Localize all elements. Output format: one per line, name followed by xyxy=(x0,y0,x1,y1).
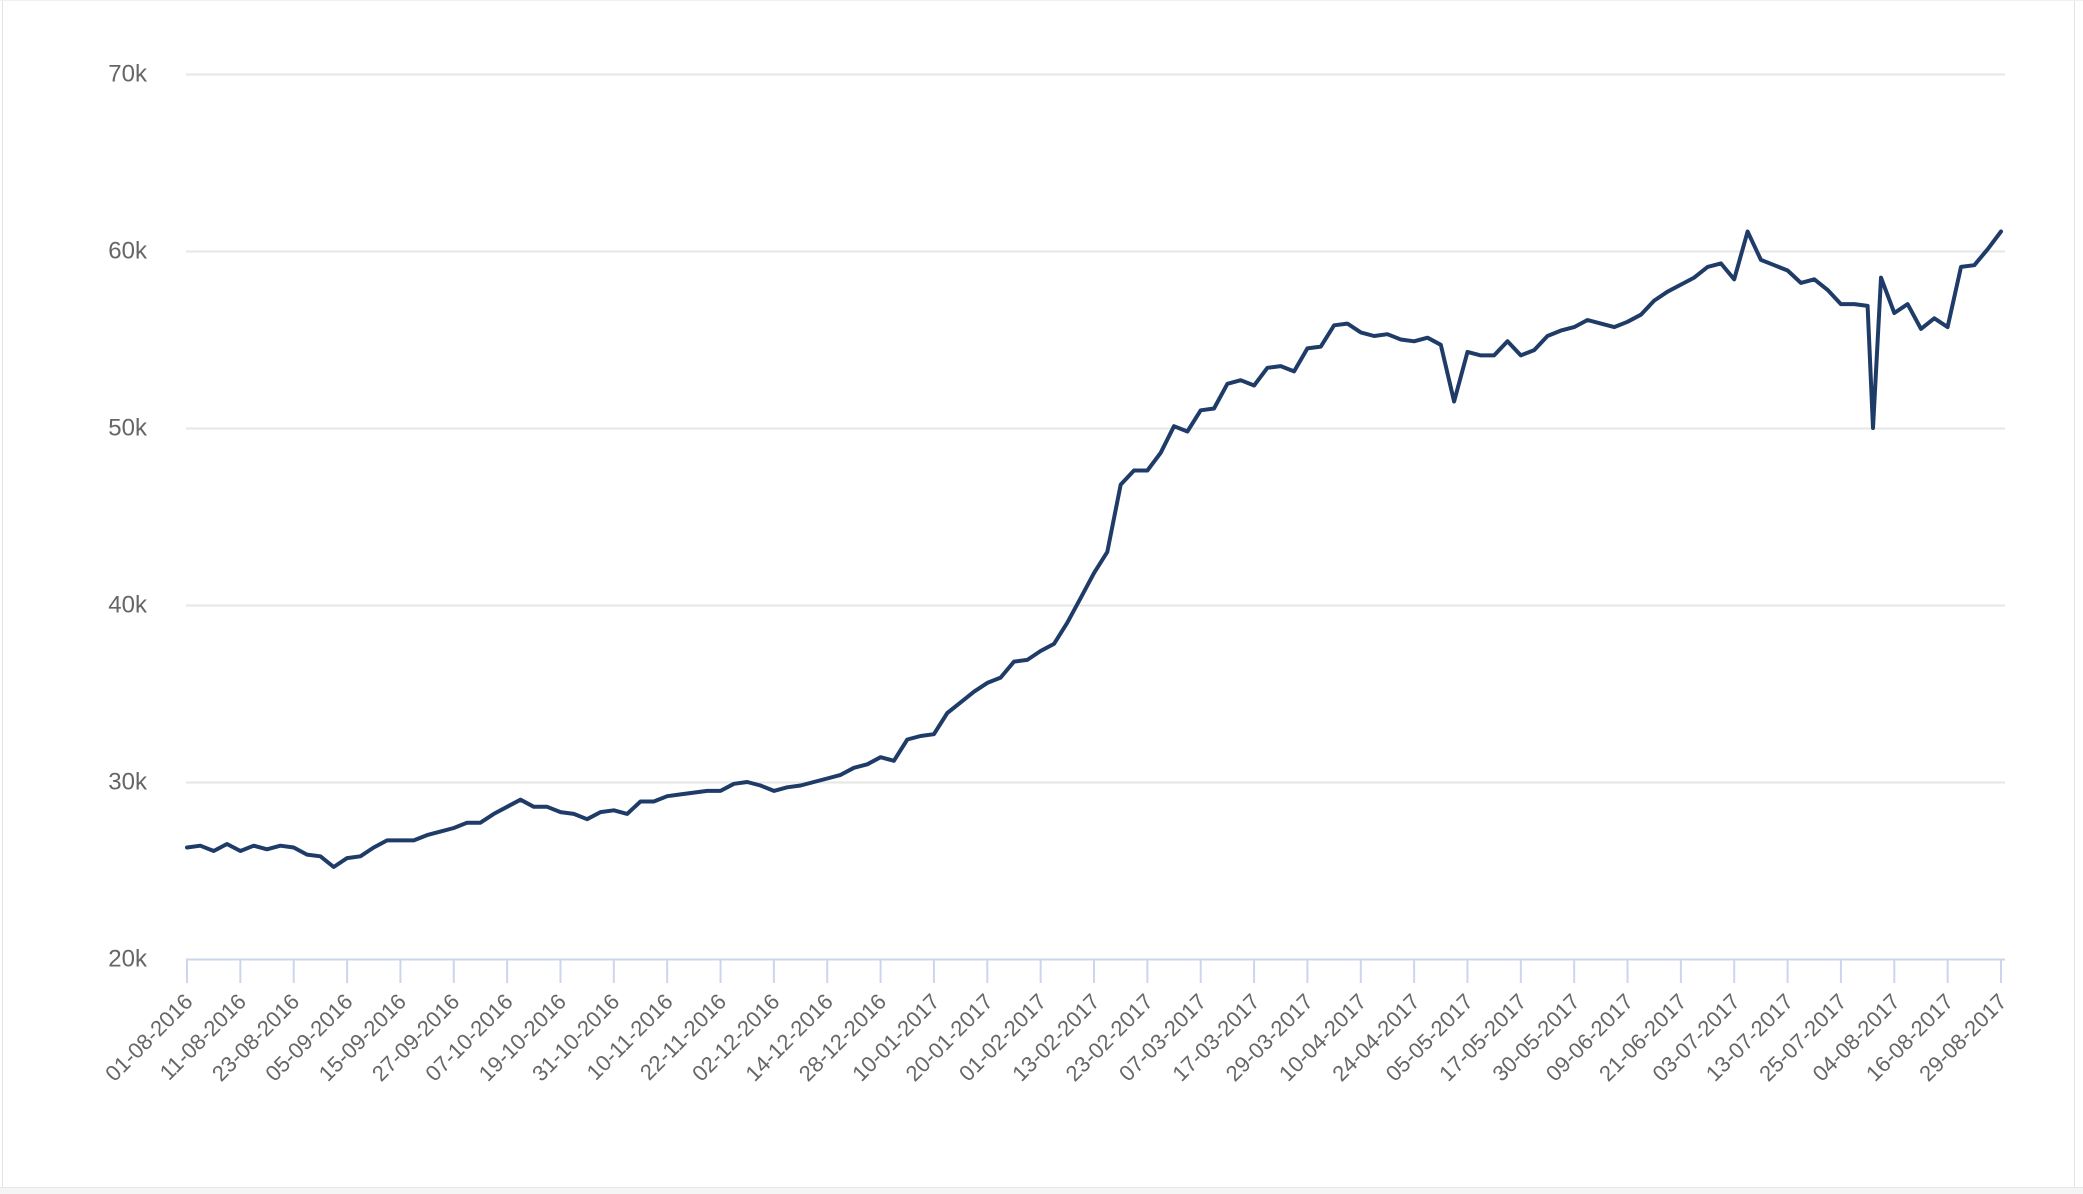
left-border xyxy=(2,1,3,1194)
series-group[interactable] xyxy=(185,229,2003,869)
right-border xyxy=(2074,1,2075,1194)
y-axis-label: 30k xyxy=(108,768,148,795)
y-axis-label: 20k xyxy=(108,945,148,972)
y-axis-labels: 20k 30k 40k 50k 60k 70k xyxy=(108,60,148,972)
gridlines xyxy=(186,73,2005,784)
y-axis-label: 50k xyxy=(108,414,148,441)
x-axis xyxy=(186,958,2005,983)
series-line[interactable] xyxy=(185,229,2003,869)
y-axis-label: 40k xyxy=(108,591,148,618)
footer-strip xyxy=(0,1187,2083,1194)
y-axis-label: 60k xyxy=(108,237,148,264)
x-axis-labels: 01-08-201611-08-201623-08-201605-09-2016… xyxy=(100,989,2011,1086)
y-axis-label: 70k xyxy=(108,60,148,87)
